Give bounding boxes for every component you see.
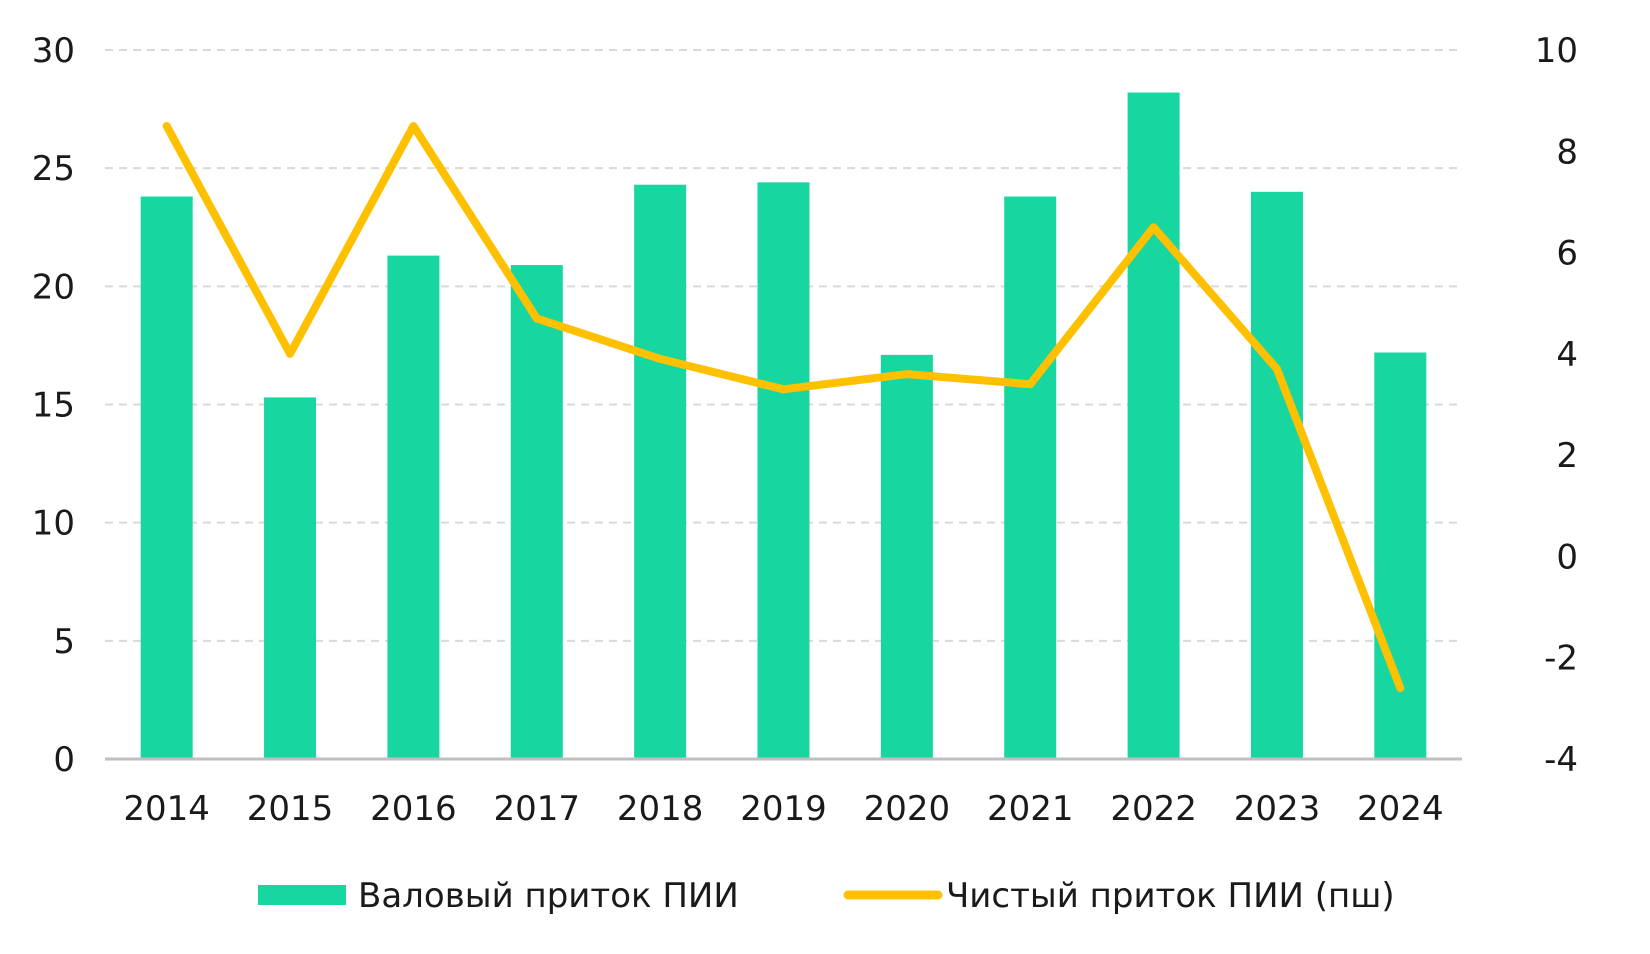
y-right-tick-label: 4 (1556, 335, 1578, 375)
bar-2024 (1374, 352, 1427, 759)
x-tick-label: 2021 (987, 789, 1074, 829)
bar-2021 (1004, 196, 1057, 759)
y-axis-left-ticks: 0 5 10 15 20 25 30 (32, 31, 75, 780)
x-tick-label: 2018 (617, 789, 704, 829)
legend-line-label: Чистый приток ПИИ (пш) (946, 876, 1395, 916)
y-left-tick-label: 0 (53, 740, 75, 780)
y-left-tick-label: 20 (32, 267, 75, 307)
y-left-tick-label: 30 (32, 31, 75, 71)
y-right-tick-label: -2 (1544, 639, 1578, 679)
x-tick-label: 2016 (370, 789, 457, 829)
y-left-tick-label: 10 (32, 504, 75, 544)
legend-bar-swatch (258, 885, 346, 905)
legend-bar-label: Валовый приток ПИИ (358, 876, 739, 916)
x-tick-label: 2024 (1357, 789, 1444, 829)
x-tick-label: 2017 (494, 789, 581, 829)
y-left-tick-label: 5 (53, 622, 75, 662)
x-tick-label: 2014 (123, 789, 210, 829)
bar-2019 (757, 182, 810, 759)
y-left-tick-label: 25 (32, 149, 75, 189)
bar-2020 (880, 354, 933, 759)
line-series (162, 121, 1405, 693)
bar-2018 (634, 184, 687, 759)
bar-2022 (1127, 92, 1180, 760)
y-left-tick-label: 15 (32, 386, 75, 426)
bar-2016 (387, 255, 440, 760)
bar-2015 (264, 397, 317, 759)
legend: Валовый приток ПИИ Чистый приток ПИИ (пш… (258, 876, 1395, 916)
y-right-tick-label: 6 (1556, 234, 1578, 274)
bar-2014 (140, 196, 193, 759)
y-right-tick-label: 2 (1556, 436, 1578, 476)
y-right-tick-label: 8 (1556, 132, 1578, 172)
x-tick-label: 2023 (1234, 789, 1321, 829)
x-tick-label: 2015 (247, 789, 334, 829)
bar-2017 (510, 265, 563, 759)
y-right-tick-label: -4 (1544, 740, 1578, 780)
x-tick-label: 2020 (864, 789, 951, 829)
y-right-tick-label: 0 (1556, 537, 1578, 577)
x-axis-ticks: 2014 2015 2016 2017 2018 2019 2020 2021 2022 2023… (123, 789, 1443, 829)
x-tick-label: 2022 (1110, 789, 1197, 829)
bar-2023 (1250, 191, 1303, 760)
y-right-tick-label: 10 (1535, 31, 1578, 71)
y-axis-right-ticks: -4 -2 0 2 4 6 8 10 (1535, 31, 1578, 780)
bars (140, 92, 1427, 760)
x-tick-label: 2019 (740, 789, 827, 829)
